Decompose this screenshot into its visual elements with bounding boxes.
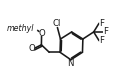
Circle shape bbox=[104, 30, 107, 34]
Circle shape bbox=[100, 39, 103, 42]
Circle shape bbox=[31, 25, 37, 31]
Text: O: O bbox=[28, 44, 35, 53]
Text: O: O bbox=[38, 29, 45, 38]
Circle shape bbox=[54, 21, 60, 26]
Text: F: F bbox=[99, 19, 104, 28]
Text: F: F bbox=[99, 36, 104, 45]
Text: F: F bbox=[103, 27, 108, 36]
Circle shape bbox=[29, 46, 34, 51]
Text: N: N bbox=[68, 59, 74, 68]
Circle shape bbox=[69, 62, 73, 66]
Circle shape bbox=[40, 31, 44, 35]
Text: Cl: Cl bbox=[53, 19, 61, 28]
Circle shape bbox=[100, 22, 103, 25]
Text: methyl: methyl bbox=[6, 24, 34, 33]
